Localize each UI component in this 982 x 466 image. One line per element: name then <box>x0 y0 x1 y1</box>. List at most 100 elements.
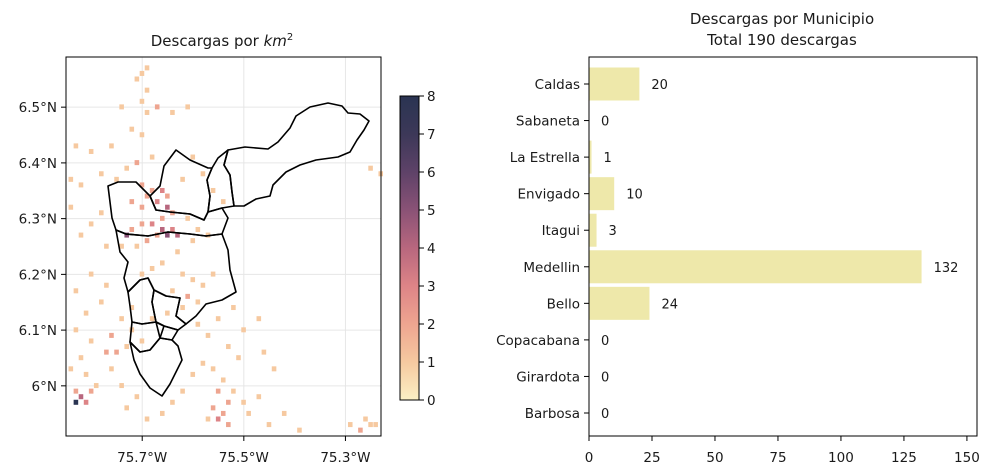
colorbar-tick-label: 1 <box>427 355 436 371</box>
boundary-girardota <box>206 149 235 213</box>
density-cell <box>109 143 114 149</box>
density-cell <box>149 266 155 272</box>
density-cell <box>104 349 109 355</box>
density-cell <box>159 187 165 193</box>
density-cell <box>68 366 74 372</box>
density-cell <box>231 388 236 394</box>
bar-series: 20 0 1 10 3 132 24 0 0 0 <box>589 67 959 422</box>
map-title-unit: km <box>264 32 287 50</box>
density-cell <box>175 249 180 255</box>
colorbar-gradient <box>399 95 420 401</box>
density-cell <box>185 104 190 110</box>
density-cell <box>119 316 124 322</box>
bar-y-ticks: Caldas Sabaneta La Estrella Envigado Itagui M… <box>496 77 589 422</box>
density-cell <box>256 316 262 322</box>
density-cell <box>144 109 150 115</box>
density-cell <box>210 187 216 193</box>
density-cell <box>241 327 246 333</box>
bar <box>589 213 597 247</box>
density-cell <box>78 394 84 400</box>
density-cell <box>124 344 129 350</box>
bar-value-label: 1 <box>604 151 612 166</box>
density-cell <box>165 204 170 210</box>
density-cell <box>134 76 140 82</box>
colorbar-tick-label: 0 <box>427 393 436 409</box>
density-cell <box>129 305 135 311</box>
density-cell <box>210 405 216 411</box>
bar-value-label: 0 <box>601 115 609 130</box>
density-cell <box>114 176 119 182</box>
density-cell <box>195 321 201 327</box>
bar-value-label: 132 <box>934 261 959 276</box>
density-cell <box>114 349 119 355</box>
density-cell <box>154 232 160 238</box>
density-cell <box>347 422 353 428</box>
density-cell <box>215 388 221 394</box>
density-cell <box>99 299 104 305</box>
density-cell <box>124 232 129 238</box>
bar-value-label: 24 <box>661 297 678 312</box>
density-cell <box>200 360 206 366</box>
density-cell <box>139 132 145 138</box>
colorbar-tick-label: 2 <box>427 317 436 333</box>
density-cell <box>139 70 145 76</box>
density-cell <box>119 383 124 389</box>
density-cell <box>104 243 109 249</box>
density-cell <box>129 199 135 205</box>
density-cell <box>226 399 231 405</box>
density-cell <box>368 422 373 428</box>
density-cell <box>78 232 84 238</box>
density-cell <box>119 104 124 110</box>
bar-value-label: 10 <box>626 188 643 203</box>
density-cell <box>68 176 74 182</box>
density-cell <box>154 104 160 110</box>
density-cell <box>88 221 94 227</box>
bar-x-ticks: 0 25 50 75 100 125 150 <box>585 436 980 466</box>
density-cell <box>73 327 79 333</box>
density-cell <box>185 293 190 299</box>
bar-x-tick-label: 50 <box>706 450 723 466</box>
map-y-tick-label: 6.3°N <box>19 212 57 228</box>
density-cell <box>368 165 373 171</box>
density-cell <box>220 199 226 205</box>
density-cell <box>88 388 94 394</box>
boundary-sabaneta <box>155 321 179 341</box>
density-cell <box>205 332 211 338</box>
density-cell <box>149 187 155 193</box>
density-cell <box>297 427 302 433</box>
density-cell <box>119 243 124 249</box>
bar-value-label: 3 <box>609 224 617 239</box>
density-cell <box>195 299 201 305</box>
density-cell <box>180 305 185 311</box>
density-cell <box>88 148 94 154</box>
map-panel: Descargas por km2 75.7°W 75.5°W 75.3°W 6.5… <box>19 32 436 466</box>
density-cell <box>226 422 231 428</box>
density-cell <box>190 154 196 160</box>
density-cell <box>215 416 221 422</box>
density-cell <box>144 416 150 422</box>
map-y-tick-label: 6.4°N <box>19 156 57 172</box>
density-cell <box>363 416 368 422</box>
density-cell <box>134 243 140 249</box>
density-cell <box>190 238 196 244</box>
density-cell <box>99 210 104 216</box>
map-gridlines <box>66 57 381 436</box>
density-cell <box>88 338 94 344</box>
bar-category-label: Girardota <box>516 369 580 385</box>
density-cell <box>78 355 84 361</box>
density-cell <box>129 126 135 132</box>
map-y-tick-label: 6°N <box>32 379 57 395</box>
bar-category-label: Envigado <box>518 187 581 203</box>
map-x-tick-label: 75.3°W <box>320 450 370 466</box>
density-cell <box>144 65 150 71</box>
density-cell <box>78 182 84 188</box>
colorbar-tick-label: 4 <box>427 241 436 257</box>
density-cell <box>83 399 89 405</box>
map-title: Descargas por km2 <box>151 32 294 50</box>
density-cell <box>281 410 287 416</box>
bar-category-label: La Estrella <box>510 150 580 166</box>
density-cell <box>266 422 272 428</box>
map-x-ticks: 75.7°W 75.5°W 75.3°W <box>117 436 371 466</box>
bar-category-label: Sabaneta <box>516 114 580 130</box>
map-y-tick-label: 6.1°N <box>19 323 57 339</box>
